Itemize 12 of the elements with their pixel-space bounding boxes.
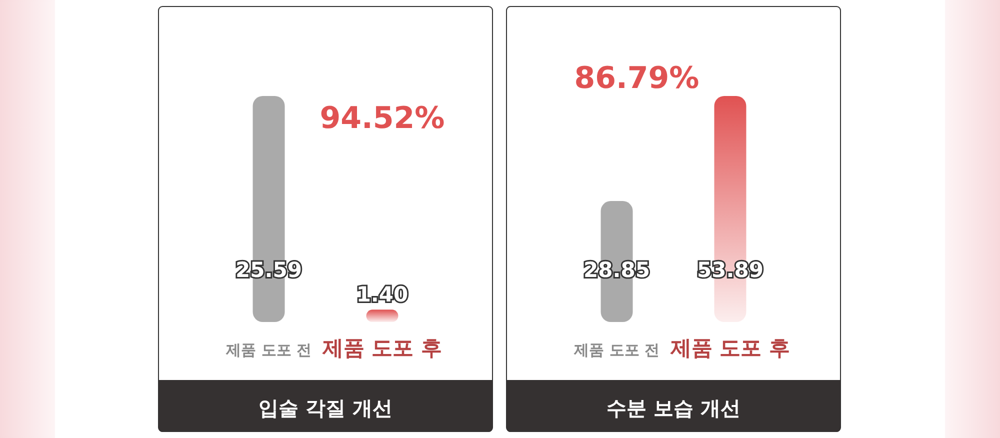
data-label: 25.59 [236, 258, 302, 282]
text: 입술 각질 개선 [258, 396, 392, 420]
annotation: 86.79% [574, 61, 700, 96]
x-tick-label: 제품 도포 후 [669, 336, 790, 360]
data-label: 1.40 [356, 282, 408, 307]
x-tick-label: 제품 도포 후 [321, 336, 442, 360]
text: 수분 보습 개선 [606, 396, 740, 420]
x-tick-label: 제품 도포 전 [573, 341, 660, 359]
data-label: 28.85 [584, 258, 650, 282]
annotation: 94.52% [320, 101, 445, 136]
x-tick-label: 제품 도포 전 [225, 341, 312, 359]
data-label: 53.89 [697, 258, 764, 282]
